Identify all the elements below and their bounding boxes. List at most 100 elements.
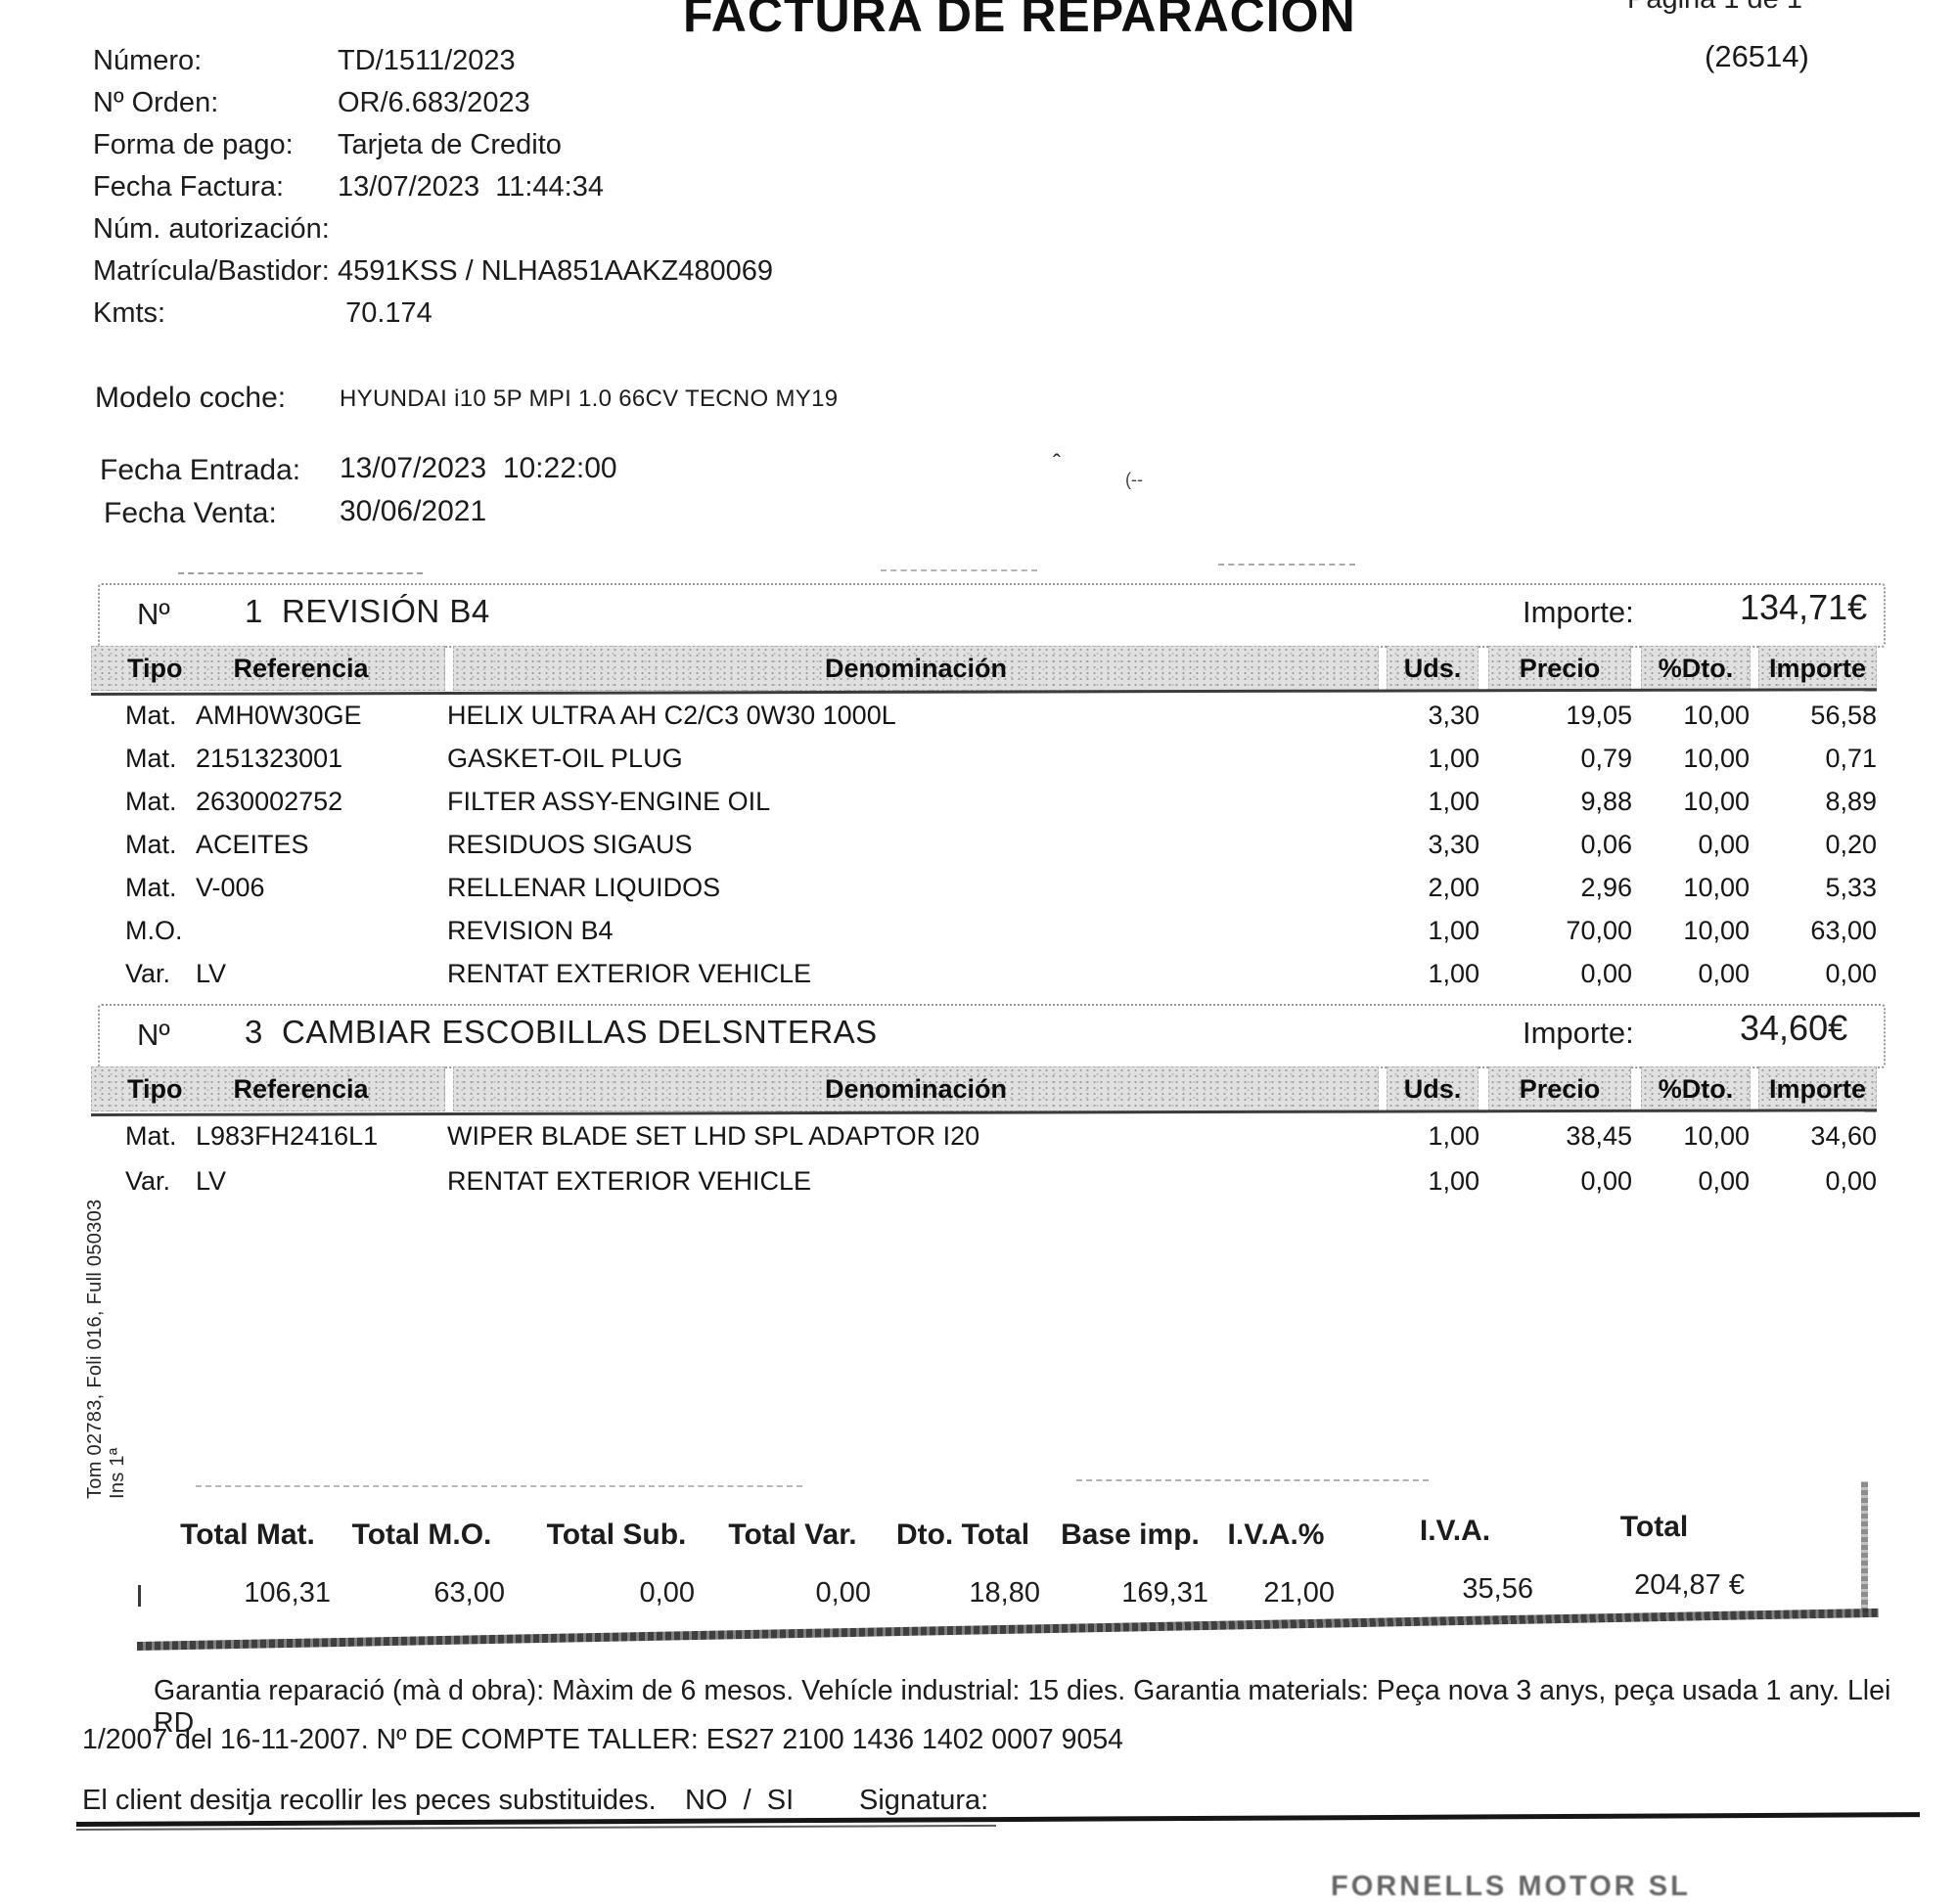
cell-referencia: L983FH2416L1 — [196, 1121, 379, 1151]
cell-uds: 1,00 — [1428, 1166, 1479, 1196]
no-si-option: NO / SI — [685, 1785, 795, 1816]
cell-uds: 1,00 — [1428, 916, 1479, 945]
company-stamp: FORNELLS MOTOR SL — [1331, 1871, 1691, 1902]
meta-value: Tarjeta de Credito — [338, 129, 562, 160]
cell-precio: 70,00 — [1566, 916, 1632, 945]
importe-value: 134,71€ — [1740, 587, 1868, 627]
cell-referencia: 2151323001 — [196, 744, 343, 773]
section-no-label: Nº — [137, 597, 170, 631]
cell-uds: 3,30 — [1428, 830, 1479, 859]
col-tipo: Tipo — [127, 653, 183, 683]
cell-precio: 9,88 — [1580, 787, 1632, 816]
total-col-base: Base imp. 169,31 — [1052, 1519, 1208, 1609]
cell-referencia: AMH0W30GE — [196, 701, 362, 730]
table-row: Var. LV RENTAT EXTERIOR VEHICLE 1,00 0,0… — [125, 1166, 1877, 1197]
section-number: 1 — [245, 593, 263, 629]
scan-artifact: ˆ — [1053, 450, 1061, 476]
cell-precio: 2,96 — [1580, 873, 1632, 902]
meta-value: TD/1511/2023 — [338, 45, 516, 76]
model-value: HYUNDAI i10 5P MPI 1.0 66CV TECNO MY19 — [340, 385, 839, 412]
cell-tipo: Mat. — [125, 873, 177, 902]
table-row: Var. LV RENTAT EXTERIOR VEHICLE 1,00 0,0… — [125, 959, 1877, 989]
total-col-total: Total 204,87 € — [1564, 1511, 1745, 1602]
cell-tipo: Mat. — [125, 830, 177, 859]
cell-referencia — [196, 916, 447, 946]
cell-dto: 10,00 — [1683, 701, 1750, 730]
header-segment: Tipo Referencia — [91, 646, 445, 691]
total-value: 21,00 — [1263, 1577, 1335, 1609]
meta-row-orden: Nº Orden: OR/6.683/2023 — [93, 87, 773, 129]
scan-noise-line — [1076, 1479, 1429, 1481]
client-parts-line: El client desitja recollir les peces sub… — [82, 1785, 657, 1816]
cell-importe: 0,20 — [1825, 830, 1877, 859]
totals-box-right-border — [1861, 1481, 1868, 1612]
cell-referencia: LV — [196, 1166, 227, 1196]
total-value: 0,00 — [639, 1577, 695, 1609]
cell-dto: 10,00 — [1683, 744, 1750, 773]
cell-denominacion: RESIDUOS SIGAUS — [447, 830, 693, 859]
meta-row-kmts: Kmts: 70.174 — [93, 297, 773, 340]
cell-dto: 10,00 — [1683, 787, 1750, 816]
total-col-mat: Total Mat. 106,31 — [164, 1519, 331, 1609]
sale-date-value: 30/06/2021 — [340, 495, 487, 527]
page-indicator: Página 1 de 1 — [1627, 0, 1802, 16]
cell-dto: 0,00 — [1698, 1166, 1750, 1196]
total-header: Total Mat. — [180, 1519, 315, 1551]
cell-denominacion: RENTAT EXTERIOR VEHICLE — [447, 1166, 812, 1196]
meta-label: Forma de pago: — [93, 129, 294, 160]
cell-uds: 1,00 — [1428, 959, 1479, 988]
cell-precio: 0,79 — [1580, 744, 1632, 773]
meta-label: Núm. autorización: — [93, 213, 330, 245]
col-uds: Uds. — [1387, 646, 1479, 691]
cell-tipo: Mat. — [125, 1121, 177, 1151]
total-value: 63,00 — [433, 1577, 505, 1609]
col-denominacion: Denominación — [453, 646, 1379, 691]
meta-value: OR/6.683/2023 — [338, 87, 530, 118]
totals-box-bottom-border — [136, 1608, 1879, 1651]
total-value: 18,80 — [969, 1577, 1040, 1609]
col-uds: Uds. — [1387, 1066, 1479, 1111]
cell-importe: 34,60 — [1810, 1121, 1877, 1151]
importe-label: Importe: — [1523, 1016, 1634, 1050]
cell-importe: 56,58 — [1810, 701, 1877, 730]
cell-importe: 0,00 — [1825, 959, 1877, 988]
cell-denominacion: RELLENAR LIQUIDOS — [447, 873, 721, 902]
total-col-mo: Total M.O. 63,00 — [339, 1519, 505, 1609]
meta-value: 13/07/2023 11:44:34 — [338, 171, 604, 203]
total-header: Total Sub. — [546, 1519, 687, 1551]
cell-tipo: Mat. — [125, 787, 177, 816]
meta-row-autorizacion: Núm. autorización: — [93, 213, 773, 255]
total-header: Total — [1619, 1511, 1689, 1543]
table-row: Mat. L983FH2416L1 WIPER BLADE SET LHD SP… — [125, 1121, 1877, 1152]
cell-uds: 1,00 — [1428, 744, 1479, 773]
cell-denominacion: WIPER BLADE SET LHD SPL ADAPTOR I20 — [447, 1121, 980, 1151]
meta-label: Nº Orden: — [93, 87, 219, 118]
invoice-meta: Número: TD/1511/2023 Nº Orden: OR/6.683/… — [93, 45, 773, 340]
cell-importe: 0,00 — [1825, 1166, 1877, 1196]
cell-dto: 10,00 — [1683, 873, 1750, 902]
total-header: Total M.O. — [351, 1519, 492, 1551]
col-referencia: Referencia — [233, 1073, 369, 1104]
cell-tipo: M.O. — [125, 916, 183, 945]
page-title: FACTURA DE REPARACIÓN — [683, 0, 1356, 42]
cell-precio: 0,00 — [1580, 959, 1632, 988]
total-col-var: Total Var. 0,00 — [714, 1519, 871, 1609]
cell-tipo: Var. — [125, 959, 171, 988]
cell-precio: 38,45 — [1566, 1121, 1632, 1151]
document-reference: (26514) — [1705, 39, 1809, 73]
importe-value: 34,60€ — [1740, 1008, 1848, 1048]
total-value: 204,87 € — [1634, 1569, 1745, 1601]
meta-label: Matrícula/Bastidor: — [93, 255, 330, 287]
section-number: 3 — [245, 1014, 263, 1050]
table-row: Mat. AMH0W30GE HELIX ULTRA AH C2/C3 0W30… — [125, 701, 1877, 731]
cell-tipo: Mat. — [125, 744, 177, 773]
meta-row-numero: Número: TD/1511/2023 — [93, 45, 773, 87]
cell-uds: 1,00 — [1428, 787, 1479, 816]
header-segment: Tipo Referencia — [91, 1066, 445, 1111]
col-precio: Precio — [1488, 646, 1631, 691]
cell-referencia: LV — [196, 959, 227, 988]
cell-denominacion: RENTAT EXTERIOR VEHICLE — [447, 959, 812, 988]
total-value: 169,31 — [1121, 1577, 1208, 1609]
col-importe: Importe — [1758, 646, 1877, 691]
signature-label: Signatura: — [859, 1785, 989, 1816]
